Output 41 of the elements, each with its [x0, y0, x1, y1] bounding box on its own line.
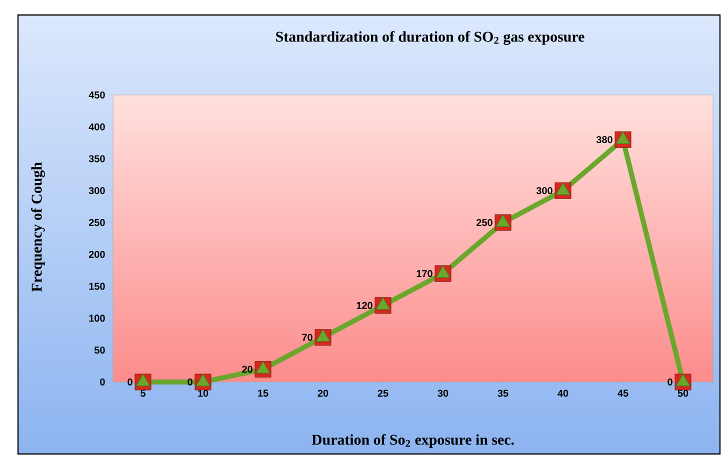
point	[316, 329, 330, 342]
x-tick-label: 30	[438, 390, 448, 397]
y-tick-label: 300	[88, 187, 105, 194]
x-tick-label: 15	[258, 390, 268, 397]
y-axis-title: Frequency of Cough	[31, 162, 45, 292]
x-tick-label: 50	[678, 390, 688, 397]
point	[676, 374, 690, 386]
x-tick-label: 20	[318, 390, 328, 397]
x-axis-title: Duration of So$_{2}$ exposure in sec.	[312, 434, 514, 448]
y-tick-label: 450	[88, 91, 105, 99]
y-tick-label: 150	[89, 282, 105, 290]
data-label: 300	[536, 187, 552, 194]
point	[376, 297, 390, 310]
point	[436, 265, 450, 278]
y-tick-label: 100	[89, 314, 105, 322]
y-tick-label: 350	[88, 155, 105, 162]
point	[496, 214, 510, 227]
data-label: 250	[476, 219, 492, 226]
x-tick-label: 25	[378, 390, 388, 397]
x-tick-label: 10	[198, 390, 208, 397]
point	[136, 374, 150, 386]
data-label: 0	[128, 378, 132, 386]
y-tick-label: 0	[100, 378, 105, 386]
point	[616, 131, 630, 144]
y-tick-label: 200	[88, 250, 105, 258]
data-label: 170	[416, 270, 432, 278]
data-label: 0	[188, 378, 192, 386]
chart-title: Standardization of duration of SO$_{2}$ gas exposure	[276, 31, 584, 45]
x-tick-label: 45	[618, 390, 628, 397]
point	[196, 374, 210, 386]
y-tick-label: 400	[88, 123, 105, 130]
x-tick-label: 40	[558, 390, 568, 397]
data-label: 380	[596, 136, 612, 144]
y-tick-label: 50	[94, 346, 105, 354]
x-tick-label: 35	[498, 390, 508, 397]
y-tick-label: 250	[88, 219, 105, 226]
point	[256, 360, 270, 374]
data-label: 120	[356, 302, 372, 309]
point	[556, 182, 570, 195]
data-label: 0	[668, 378, 672, 386]
data-label: 70	[302, 334, 312, 341]
